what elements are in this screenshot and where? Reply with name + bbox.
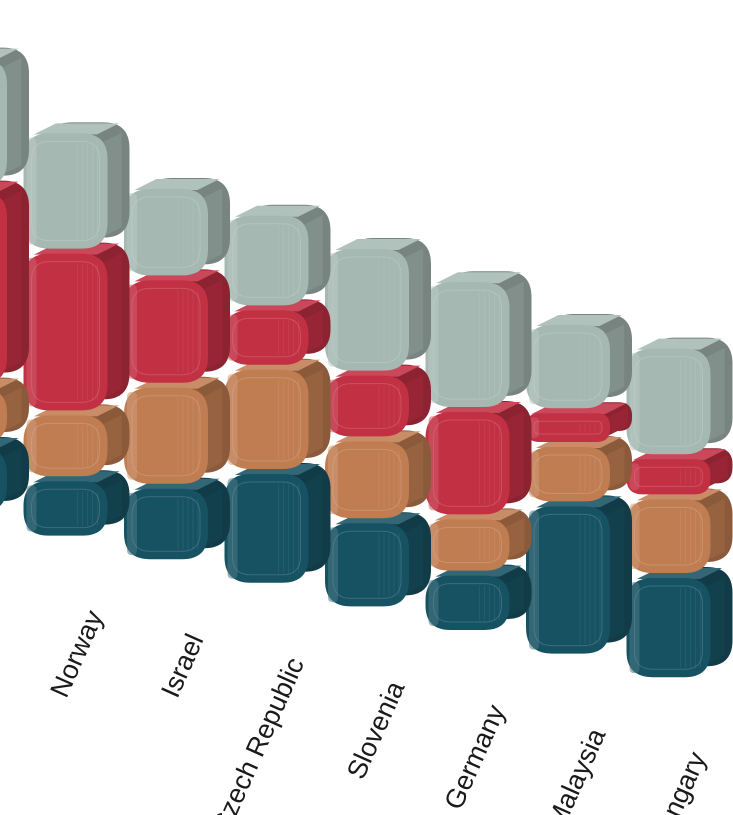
bar-segment: [626, 567, 733, 678]
bar-segment: [124, 178, 230, 276]
bar-segment: [23, 404, 130, 477]
bar-segment: [425, 401, 532, 515]
bar-segment: [425, 564, 532, 630]
bar-segment: [626, 488, 733, 573]
x-tick-label: Czech Republic: [206, 653, 310, 815]
bar-segment: [626, 448, 733, 495]
bar-segment: [325, 238, 431, 371]
bar-segment: [0, 377, 29, 438]
bar-segment: [425, 508, 532, 571]
bar-segment: [526, 314, 632, 409]
x-tick-label: Malaysia: [541, 723, 612, 815]
bar-segment: [526, 495, 632, 654]
bar-segment: [0, 437, 29, 506]
bar-segment: [325, 430, 431, 519]
bar-segment: [224, 204, 331, 306]
x-tick-label: Hungary: [643, 747, 712, 815]
bar-segment: [224, 463, 331, 583]
bar-segment: [526, 402, 632, 442]
x-tick-label: Norway: [44, 605, 109, 701]
bar-segment: [124, 269, 230, 383]
bar-column: [626, 337, 733, 678]
x-tick-label: Slovenia: [341, 676, 411, 784]
bar-segment: [425, 271, 532, 407]
bar-segment: [325, 364, 431, 437]
x-tick-label: Israel: [155, 629, 209, 702]
bar-segment: [0, 180, 29, 378]
bar-segment: [325, 512, 431, 607]
bar-segment: [23, 242, 130, 411]
bar-segment: [23, 470, 130, 536]
bar-segment: [23, 122, 130, 249]
bar-column: [0, 47, 29, 506]
x-tick-label: Germany: [438, 700, 511, 814]
bar-column: [124, 178, 230, 560]
bar-column: [526, 314, 632, 654]
bar-segment: [0, 47, 29, 181]
bar-segment: [526, 436, 632, 502]
bar-column: [425, 271, 532, 630]
bar-segment: [224, 358, 331, 469]
bar-segment: [626, 337, 733, 455]
bar-column: [23, 122, 130, 536]
bar-column: [224, 204, 331, 583]
bar-segment: [124, 477, 230, 560]
bar-segment: [124, 376, 230, 484]
bar-column: [325, 238, 431, 607]
bar-segment: [224, 299, 331, 365]
